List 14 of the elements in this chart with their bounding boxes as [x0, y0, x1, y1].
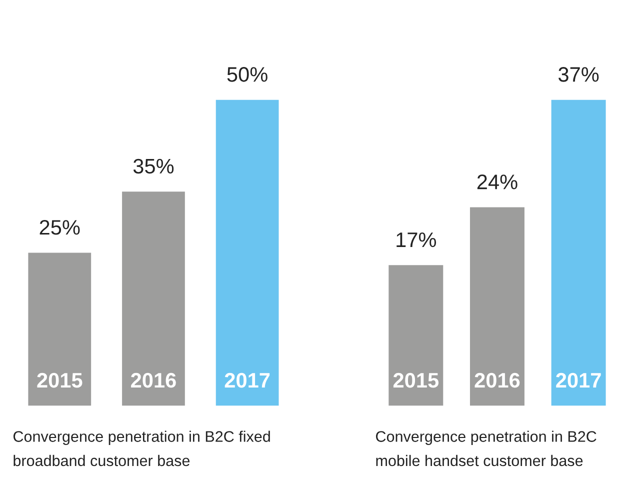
data-label: 50% — [227, 67, 268, 82]
data-label: 17% — [396, 232, 436, 248]
x-tick-label: 2017 — [556, 372, 601, 388]
data-label: 24% — [477, 174, 518, 190]
x-tick-label: 2016 — [474, 372, 520, 388]
x-tick-label: 2017 — [224, 372, 270, 388]
data-label: 37% — [558, 67, 599, 82]
x-tick-label: 2016 — [131, 372, 176, 388]
data-label: 35% — [133, 158, 174, 174]
x-axis-title: Convergence penetration in B2C fixed broadband customer base — [13, 430, 270, 466]
data-label: 25% — [40, 220, 80, 235]
x-axis-title: Convergence penetration in B2C mobile handset customer base — [376, 430, 596, 466]
x-tick-label: 2015 — [393, 372, 438, 388]
x-tick-label: 2015 — [37, 372, 82, 388]
